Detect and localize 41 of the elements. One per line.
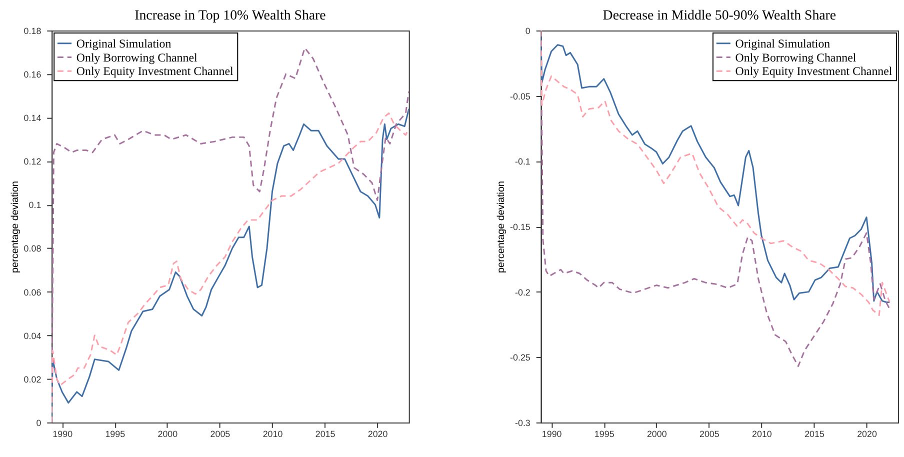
x-tick-label: 2000 [158,428,178,439]
y-tick-label: 0.16 [24,70,42,80]
y-tick-label: 0.08 [24,244,42,254]
y-tick-label: 0.06 [24,287,42,298]
x-tick-label: 2005 [699,428,720,439]
y-tick-label: 0 [525,26,530,36]
x-tick-label: 1995 [105,428,126,439]
legend-label: Original Simulation [76,36,172,50]
y-tick-label: 0.04 [24,330,42,341]
y-tick-label: -0.15 [510,222,530,232]
x-tick-label: 2010 [752,428,772,439]
legend-label: Original Simulation [735,36,830,50]
y-tick-label: -0.2 [515,287,530,298]
y-tick-label: -0.25 [510,352,530,363]
x-tick-label: 2005 [210,428,230,439]
y-tick-label: -0.1 [515,156,530,167]
y-tick-label: 0 [36,418,42,428]
legend-label: Only Equity Investment Channel [735,64,893,78]
y-tick-label: 0.18 [24,26,42,36]
y-axis-title: percentage deviation [10,180,21,273]
x-tick-label: 2015 [804,428,824,439]
chart-title: Increase in Top 10% Wealth Share [134,8,326,24]
y-axis-title: percentage deviation [496,180,508,273]
x-tick-label: 2015 [315,428,336,439]
x-tick-label: 2020 [368,428,388,439]
x-tick-label: 2020 [857,428,877,439]
legend-label: Only Borrowing Channel [76,50,198,64]
x-tick-label: 1990 [52,428,73,439]
legend-label: Only Equity Investment Channel [76,64,234,78]
legend-label: Only Borrowing Channel [735,50,857,64]
x-tick-label: 2010 [262,428,283,439]
y-tick-label: -0.05 [510,91,530,102]
x-tick-label: 1990 [542,428,562,439]
y-tick-label: -0.3 [515,418,530,428]
y-tick-label: 0.12 [24,156,42,167]
y-tick-label: 0.14 [24,113,42,124]
x-tick-label: 2000 [646,428,667,439]
x-tick-label: 1995 [594,428,614,439]
y-tick-label: 0.1 [28,200,42,210]
y-tick-label: 0.02 [24,374,42,384]
chart-title: Decrease in Middle 50-90% Wealth Share [602,8,836,24]
